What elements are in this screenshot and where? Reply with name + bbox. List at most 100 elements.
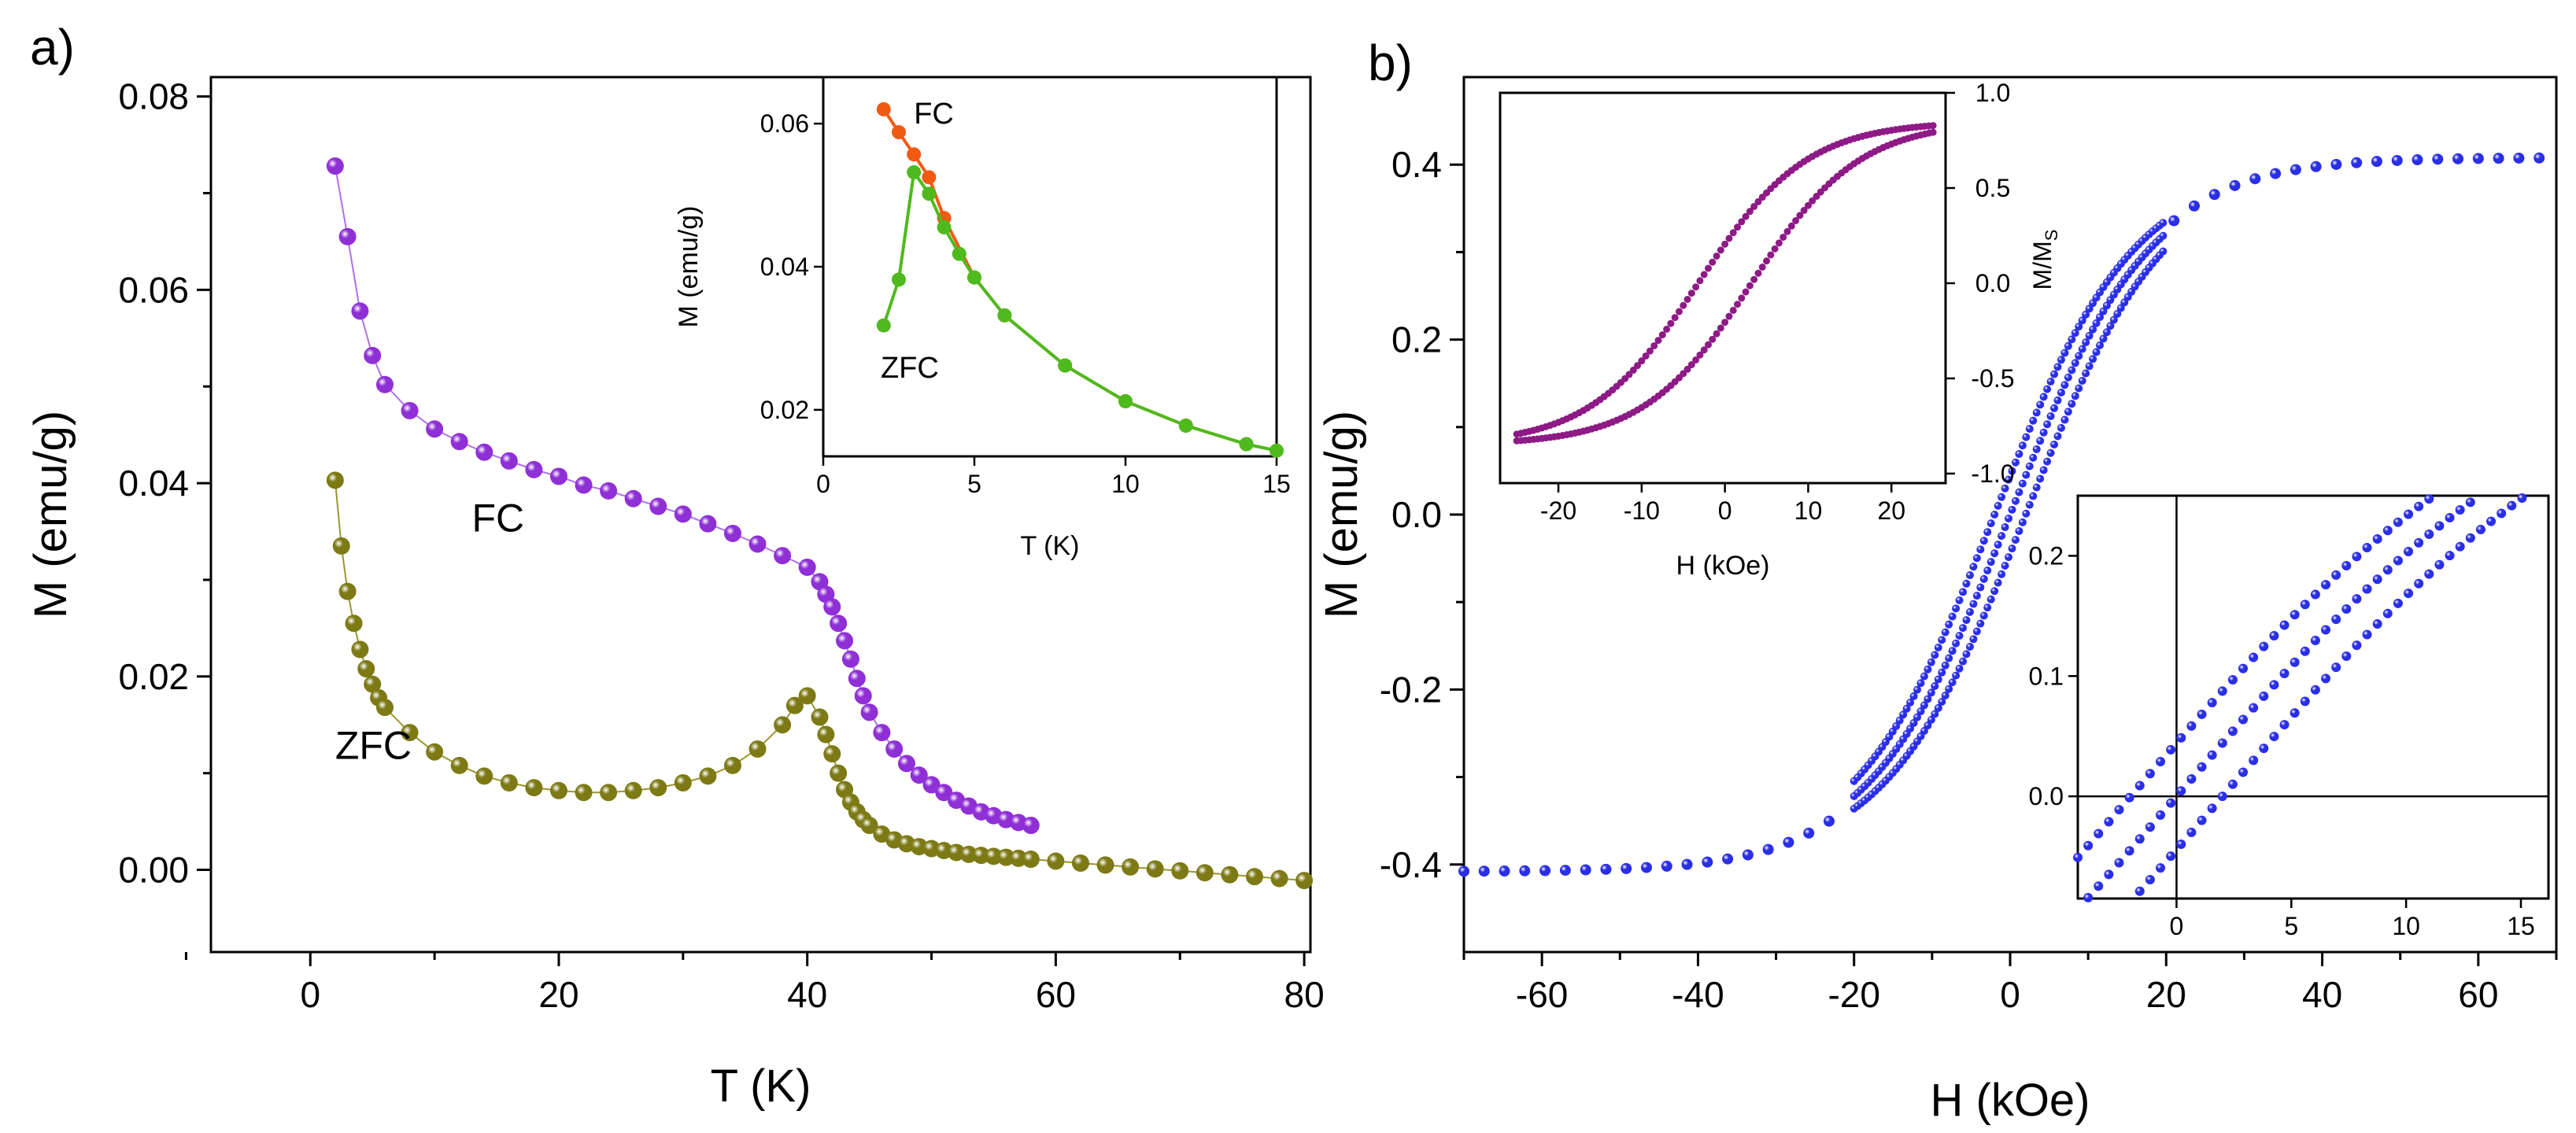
b-inset-bottom-loop-point xyxy=(2124,846,2134,856)
b-inset-bottom-loop-point xyxy=(2249,703,2259,713)
b-main-loop-point xyxy=(2106,322,2115,330)
b-inset-top-loop-point xyxy=(1750,275,1758,283)
a-main-fc-point xyxy=(723,524,741,542)
b-main-loop-point xyxy=(1920,701,1928,710)
b-main-loop-point xyxy=(1948,647,1957,655)
b-main-loop-point xyxy=(1920,672,1928,681)
a-main-fc-point xyxy=(375,375,394,393)
b-main-loop-point xyxy=(1983,566,1992,575)
b-main-loop-point xyxy=(2089,325,2097,334)
a-inset-zfc-point xyxy=(907,164,922,179)
b-inset-top-loop-point xyxy=(1687,290,1695,297)
a-main-zfc-point xyxy=(426,743,444,761)
b-inset-bottom-loop-point xyxy=(2321,580,2331,590)
b-inset-bottom-loop-point xyxy=(2114,858,2124,868)
a-main-zfc-point xyxy=(997,848,1015,866)
a-main-zfc-point xyxy=(332,537,350,555)
b-main-loop-point xyxy=(2046,448,2055,457)
b-inset-top-loop-point xyxy=(1750,202,1758,210)
b-main-x-tick-label: -40 xyxy=(1672,974,1724,1015)
b-inset-bottom-loop-point xyxy=(2217,686,2227,696)
b-inset-top-loop-point xyxy=(1729,306,1737,314)
panel-a-main-chart: 0 20 40 60 80 0.00 0.02 0.04 0.06 0.08 T (K) M (emu… xyxy=(25,76,1325,1112)
b-main-loop-point xyxy=(2053,432,2062,441)
b-main-loop-point xyxy=(2391,154,2403,166)
b-main-loop-point xyxy=(1998,532,2006,541)
a-main-zfc-point xyxy=(699,767,717,785)
b-main-loop-point xyxy=(2039,466,2048,474)
b-inset-top-loop-point xyxy=(1680,301,1687,309)
a-main-zfc-point xyxy=(549,781,567,799)
b-inset-bottom-loop-point xyxy=(2279,620,2290,630)
b-inset-bottom-loop-point xyxy=(2424,569,2434,579)
b-main-loop-point xyxy=(2249,173,2261,185)
b-main-loop-point xyxy=(1959,657,1968,666)
a-inset-x-axis-label: T (K) xyxy=(1021,531,1080,561)
b-inset-top-loop-point xyxy=(1696,277,1704,285)
a-main-fc-point xyxy=(575,476,593,494)
b-inset-bottom-loop-point xyxy=(2362,543,2372,553)
b-inset-bottom-loop-point xyxy=(2176,786,2186,796)
a-main-y-tick-label: 0.04 xyxy=(118,463,189,504)
b-main-loop-point xyxy=(2071,392,2079,400)
b-main-loop-point xyxy=(2008,467,2016,475)
a-main-zfc-point xyxy=(649,779,667,797)
a-inset-fc-point xyxy=(876,101,891,116)
b-inset-bottom-loop-point xyxy=(2465,497,2475,507)
b-main-loop-point xyxy=(1969,563,1978,571)
a-main-fc-point xyxy=(860,703,878,722)
a-main-zfc-point xyxy=(972,847,990,865)
b-main-x-tick-label: 0 xyxy=(2000,974,2020,1015)
b-inset-top-loop-point xyxy=(1683,365,1691,373)
b-main-loop-point xyxy=(1962,579,1971,588)
a-main-zfc-point xyxy=(723,756,741,774)
b-main-loop-point xyxy=(2064,373,2072,382)
a-inset-fc-point xyxy=(892,125,906,140)
a-main-zfc-point xyxy=(364,675,382,693)
b-main-loop-point xyxy=(2001,562,2009,570)
a-main-fc-point xyxy=(326,157,344,175)
a-main-zfc-point xyxy=(817,725,835,744)
b-main-loop-point xyxy=(2099,307,2108,316)
b-main-loop-point xyxy=(1952,671,1961,680)
b-main-loop-point xyxy=(1959,588,1968,596)
b-main-loop-point xyxy=(2022,433,2031,441)
b-inset-bottom-loop-point xyxy=(2290,610,2300,620)
b-inset-top-loop-point xyxy=(1792,216,1800,224)
a-inset-zfc-point xyxy=(937,220,952,234)
b-inset-bottom-loop-point xyxy=(2414,578,2424,589)
b-main-loop-point xyxy=(1959,624,1968,633)
a-main-zfc-point xyxy=(525,779,543,797)
b-main-loop-point xyxy=(1722,853,1734,865)
b-main-loop-point xyxy=(2018,479,2027,488)
b-main-loop-point xyxy=(1559,865,1571,877)
b-main-loop-point xyxy=(1948,678,1957,687)
a-inset-x-tick-label: 5 xyxy=(967,470,981,498)
b-main-loop-point xyxy=(2005,553,2013,562)
b-main-loop-point xyxy=(1909,718,1918,727)
b-inset-top-x-axis-label: H (kOe) xyxy=(1676,551,1770,581)
b-inset-bottom-loop-point xyxy=(2310,685,2320,695)
b-main-loop-point xyxy=(1987,519,1995,528)
b-main-loop-point xyxy=(2057,388,2065,397)
b-inset-bottom-plot-frame xyxy=(2076,494,2550,900)
b-inset-bottom-loop-point xyxy=(2217,738,2227,748)
b-main-loop-point xyxy=(1931,651,1939,659)
b-inset-bottom-loop-point xyxy=(2134,886,2145,896)
a-inset-zfc-point xyxy=(997,308,1012,323)
a-main-zfc-point xyxy=(1122,858,1140,876)
a-inset-zfc-point xyxy=(922,186,937,201)
b-inset-top-loop-point xyxy=(1742,212,1750,220)
b-main-loop-point xyxy=(2032,483,2041,492)
b-inset-top-loop-point xyxy=(1758,263,1766,271)
b-inset-bottom-loop-point xyxy=(2455,505,2465,515)
b-inset-bottom-loop-point xyxy=(2321,625,2331,635)
b-inset-top-loop-point xyxy=(1929,128,1937,136)
b-main-loop-point xyxy=(2011,536,2020,544)
b-inset-top-loop-point xyxy=(1642,352,1650,360)
b-main-loop-point xyxy=(1983,528,1992,537)
b-main-y-tick-label: 0.2 xyxy=(1391,319,1442,360)
a-main-zfc-point xyxy=(748,740,767,758)
b-main-y-tick-label: -0.2 xyxy=(1380,669,1442,710)
